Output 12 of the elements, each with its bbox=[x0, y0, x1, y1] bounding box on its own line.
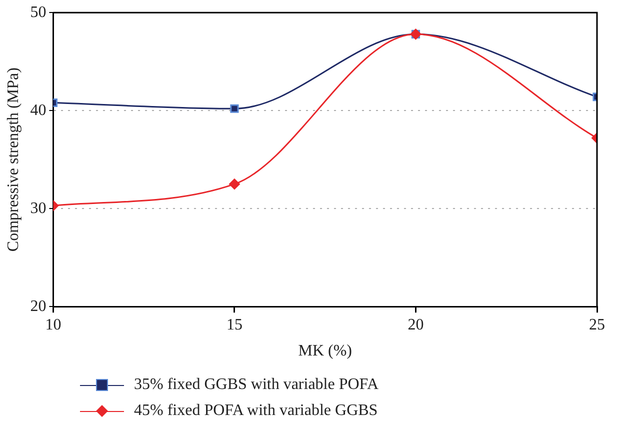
x-tick-label: 20 bbox=[408, 316, 424, 334]
legend-label: 35% fixed GGBS with variable POFA bbox=[134, 376, 379, 394]
x-tick-label: 15 bbox=[226, 316, 242, 334]
y-tick-label: 40 bbox=[30, 102, 46, 119]
y-tick-label: 20 bbox=[30, 298, 46, 315]
y-tick-label: 50 bbox=[30, 4, 46, 21]
y-tick-label: 30 bbox=[30, 200, 46, 217]
x-tick-label: 25 bbox=[589, 316, 605, 334]
x-axis-title: MK (%) bbox=[298, 342, 352, 360]
x-tick-label: 10 bbox=[45, 316, 62, 334]
y-axis-title: Compressive strength (MPa) bbox=[4, 68, 22, 252]
legend-label: 45% fixed POFA with variable GGBS bbox=[134, 402, 378, 420]
